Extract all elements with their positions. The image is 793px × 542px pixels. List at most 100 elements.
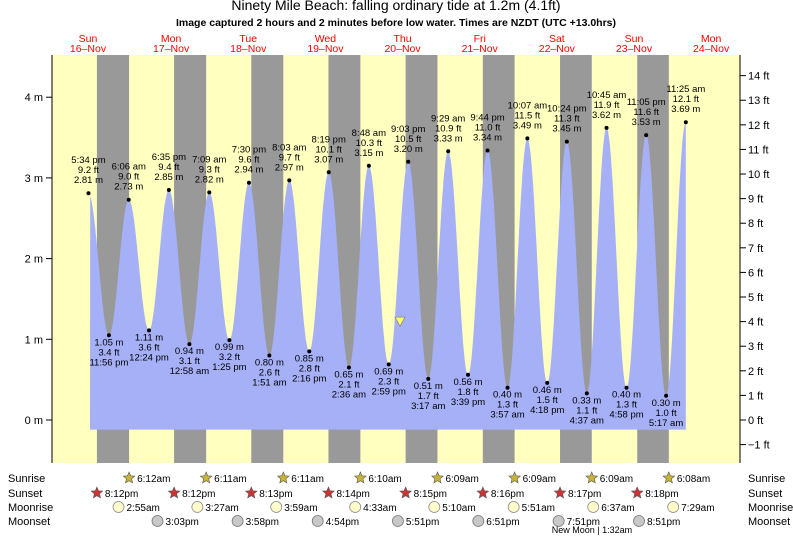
high-tide-label: 2.73 m [114, 182, 143, 193]
y-tick-label-ft: 5 ft [748, 292, 763, 304]
chart-subtitle: Image captured 2 hours and 2 minutes bef… [176, 17, 616, 29]
sunrise-time: 6:12am [137, 474, 170, 485]
y-tick-label-ft: 8 ft [748, 218, 763, 230]
tide-point [426, 376, 431, 381]
high-tide-label: 3.33 m [434, 133, 463, 144]
tide-point [406, 159, 411, 164]
high-tide-label: 10.1 ft [316, 144, 343, 155]
high-tide-label: 2.94 m [234, 165, 263, 176]
tide-point [366, 163, 371, 168]
sunset-time: 8:15pm [414, 489, 447, 500]
sunrise-time: 6:11am [214, 474, 247, 485]
moonrise-time: 7:29am [681, 503, 714, 514]
day-date: 17–Nov [153, 43, 190, 55]
low-tide-label: 0.69 m [374, 366, 403, 377]
moonrise-time: 4:33am [363, 503, 396, 514]
high-tide-label: 3.53 m [632, 117, 661, 128]
tide-point [287, 178, 292, 183]
tide-point [227, 338, 232, 343]
chart-title: Ninety Mile Beach: falling ordinary tide… [231, 0, 560, 13]
tide-point [146, 328, 151, 333]
y-tick-label-ft: 3 ft [748, 341, 763, 353]
y-tick-label-m: 3 m [25, 173, 43, 185]
moonset-icon [552, 515, 565, 527]
tide-point [446, 149, 451, 154]
sunset-time: 8:16pm [491, 489, 524, 500]
sunset-icon [167, 486, 181, 499]
y-tick-label-m: 1 m [25, 334, 43, 346]
moonset-icon [311, 515, 324, 527]
high-tide-label: 11.0 ft [475, 122, 501, 133]
y-tick-label-m: 4 m [25, 92, 43, 104]
low-tide-label: 3:39 pm [451, 397, 485, 408]
day-date: 21–Nov [462, 43, 499, 55]
low-tide-label: 1.05 m [94, 337, 123, 348]
moonset-time: 7:51pm [567, 517, 600, 528]
sunrise-icon [508, 471, 522, 484]
tide-point [545, 380, 550, 385]
high-tide-label: 6:06 am [112, 162, 146, 173]
low-tide-label: 3:17 am [411, 401, 445, 412]
sunset-time: 8:14pm [336, 489, 369, 500]
high-tide-label: 3.15 m [354, 148, 383, 159]
high-tide-label: 11.6 ft [633, 107, 659, 118]
row-label-right-moonrise: Moonrise [748, 502, 793, 514]
high-tide-label: 3.62 m [592, 110, 621, 121]
y-tick-label-ft: 10 ft [748, 169, 769, 181]
tide-point [106, 333, 111, 338]
high-tide-label: 3.69 m [671, 104, 700, 115]
y-tick-label-ft: 12 ft [748, 120, 769, 132]
high-tide-label: 10.3 ft [356, 138, 383, 149]
low-tide-label: 0.30 m [652, 398, 681, 409]
sunrise-icon [353, 471, 367, 484]
moonrise-icon [349, 501, 362, 513]
y-tick-label-ft: 4 ft [748, 317, 763, 329]
sunrise-icon [276, 471, 290, 484]
high-tide-label: 10:24 pm [547, 104, 587, 115]
high-tide-label: 10.9 ft [435, 123, 462, 134]
day-name: Sun [79, 33, 98, 45]
low-tide-label: 4:18 pm [530, 405, 564, 416]
low-tide-label: 1.3 ft [616, 400, 637, 411]
sunset-time: 8:12pm [105, 489, 138, 500]
current-level-marker [394, 316, 406, 327]
day-name: Tue [239, 33, 257, 45]
sunrise-time: 6:11am [291, 474, 324, 485]
low-tide-label: 0.40 m [493, 390, 522, 401]
high-tide-label: 3.20 m [394, 144, 423, 155]
day-date: 20–Nov [384, 43, 421, 55]
sunset-icon [321, 486, 335, 499]
day-name: Sat [549, 33, 565, 45]
moonrise-icon [507, 501, 520, 513]
tide-point [604, 125, 609, 130]
high-tide-label: 6:35 pm [152, 152, 186, 163]
high-tide-label: 3.34 m [473, 132, 502, 143]
tide-point [485, 148, 490, 153]
moonset-time: 4:54pm [326, 517, 359, 528]
day-date: 16–Nov [70, 43, 107, 55]
low-tide-label: 3.4 ft [98, 347, 119, 358]
tide-point [386, 362, 391, 367]
y-tick-label-ft: 0 ft [748, 415, 763, 427]
sunrise-time: 6:09am [445, 474, 478, 485]
high-tide-label: 11.5 ft [515, 110, 541, 121]
low-tide-label: 0.51 m [414, 381, 443, 392]
row-label-right-sunrise: Sunrise [748, 473, 785, 485]
moonrise-time: 6:37am [601, 503, 634, 514]
high-tide-label: 9.2 ft [78, 165, 99, 176]
moonset-icon [392, 515, 404, 527]
row-label-right-moonset: Moonset [748, 516, 790, 528]
sunrise-time: 6:10am [368, 474, 401, 485]
high-tide-label: 7:09 am [192, 154, 226, 165]
high-tide-label: 2.81 m [74, 175, 103, 186]
tide-point [664, 393, 669, 398]
low-tide-label: 12:24 pm [129, 352, 169, 363]
low-tide-label: 2:36 am [332, 390, 366, 401]
high-tide-label: 10:45 am [587, 90, 627, 101]
high-tide-label: 11:05 pm [627, 97, 666, 108]
high-tide-label: 10:07 am [508, 100, 548, 111]
y-tick-label-ft: 11 ft [748, 144, 769, 156]
low-tide-label: 4:58 pm [609, 410, 643, 421]
day-date: 24–Nov [693, 43, 730, 55]
